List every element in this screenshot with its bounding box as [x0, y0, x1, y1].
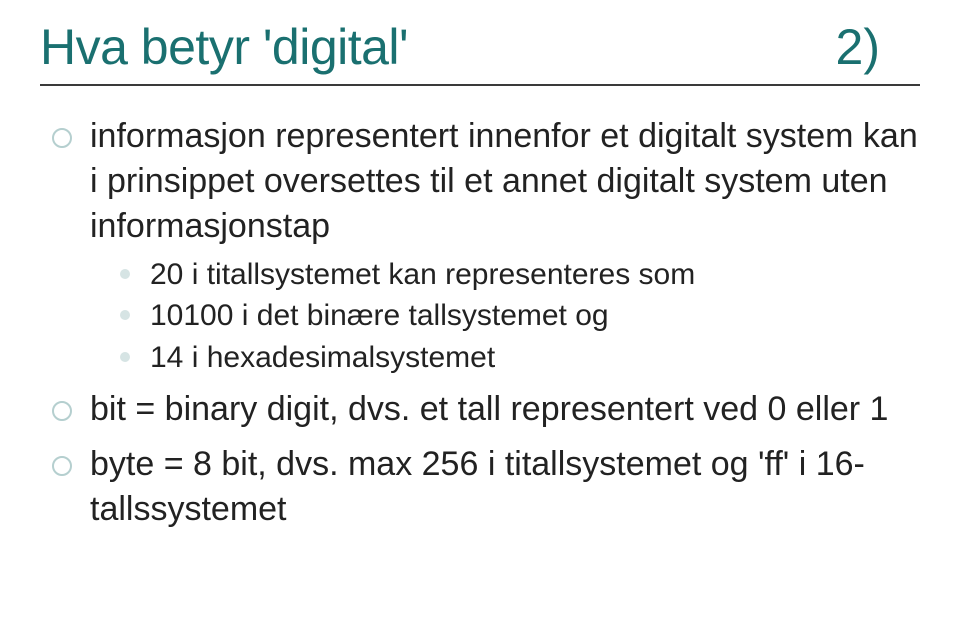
slide-body: informasjon representert innenfor et dig…: [40, 114, 920, 532]
sub-bullet-text: 10100 i det binære tallsystemet og: [150, 299, 609, 332]
title-row: Hva betyr 'digital' 2): [40, 18, 920, 86]
bullet-item: bit = binary digit, dvs. et tall represe…: [90, 387, 920, 432]
bullet-list: informasjon representert innenfor et dig…: [40, 114, 920, 532]
sub-bullet-text: 20 i titallsystemet kan representeres so…: [150, 258, 695, 291]
sub-bullet-item: 14 i hexadesimalsystemet: [150, 338, 920, 378]
bullet-text: bit = binary digit, dvs. et tall represe…: [90, 390, 888, 428]
sub-bullet-item: 20 i titallsystemet kan representeres so…: [150, 255, 920, 295]
slide-title: Hva betyr 'digital': [40, 18, 408, 76]
sub-bullet-text: 14 i hexadesimalsystemet: [150, 341, 495, 374]
slide: Hva betyr 'digital' 2) informasjon repre…: [0, 0, 960, 638]
sub-bullet-item: 10100 i det binære tallsystemet og: [150, 296, 920, 336]
sub-bullet-list: 20 i titallsystemet kan representeres so…: [90, 255, 920, 378]
bullet-item: byte = 8 bit, dvs. max 256 i titallsyste…: [90, 442, 920, 532]
bullet-text: byte = 8 bit, dvs. max 256 i titallsyste…: [90, 445, 865, 528]
bullet-text: informasjon representert innenfor et dig…: [90, 117, 918, 245]
bullet-item: informasjon representert innenfor et dig…: [90, 114, 920, 377]
slide-title-number: 2): [836, 18, 920, 76]
